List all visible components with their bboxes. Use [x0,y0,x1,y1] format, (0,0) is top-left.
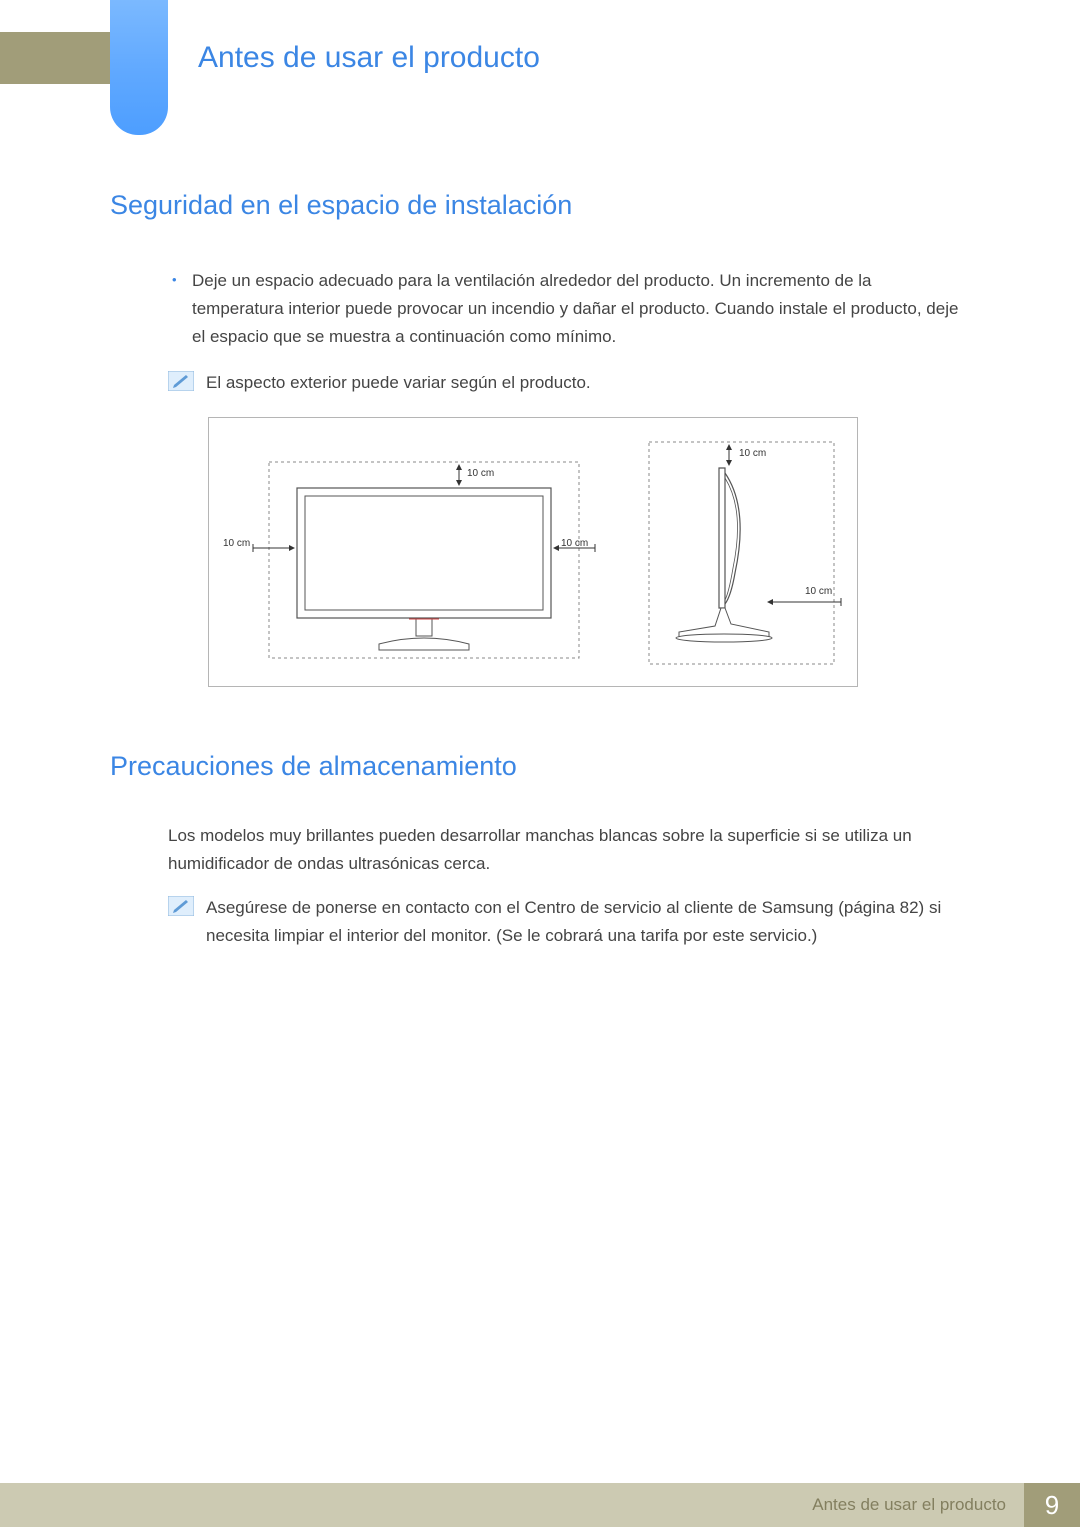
main-content: Seguridad en el espacio de instalación •… [110,190,962,968]
diagram-label-top-front: 10 cm [467,468,494,479]
header-blue-tab [110,0,168,135]
page-title: Antes de usar el producto [198,41,540,75]
section-title-installation: Seguridad en el espacio de instalación [110,190,962,221]
footer-left-block [0,1483,110,1527]
note-row: El aspecto exterior puede variar según e… [110,369,962,397]
footer-mid: Antes de usar el producto [110,1483,1024,1527]
note-pencil-icon [168,371,194,391]
header-title-wrap: Antes de usar el producto [168,32,1080,84]
diagram-label-top-side: 10 cm [739,448,766,459]
bullet-mark: • [172,267,192,351]
note-row-storage: Asegúrese de ponerse en contacto con el … [110,894,962,950]
diagram-label-right-front: 10 cm [561,538,588,549]
clearance-diagram: 10 cm 10 cm 10 cm 10 cm 10 cm [208,417,858,687]
footer-page-number: 9 [1024,1483,1080,1527]
footer: Antes de usar el producto 9 [0,1483,1080,1527]
note-text-storage: Asegúrese de ponerse en contacto con el … [206,894,962,950]
bullet-text: Deje un espacio adecuado para la ventila… [192,267,962,351]
note-text: El aspecto exterior puede variar según e… [206,369,591,397]
bullet-row: • Deje un espacio adecuado para la venti… [110,267,962,351]
footer-section-label: Antes de usar el producto [812,1495,1006,1515]
diagram-label-left: 10 cm [223,538,250,549]
diagram-label-back-side: 10 cm [805,586,832,597]
note-pencil-icon [168,896,194,916]
section-title-storage: Precauciones de almacenamiento [110,751,962,782]
storage-paragraph: Los modelos muy brillantes pueden desarr… [110,822,962,878]
